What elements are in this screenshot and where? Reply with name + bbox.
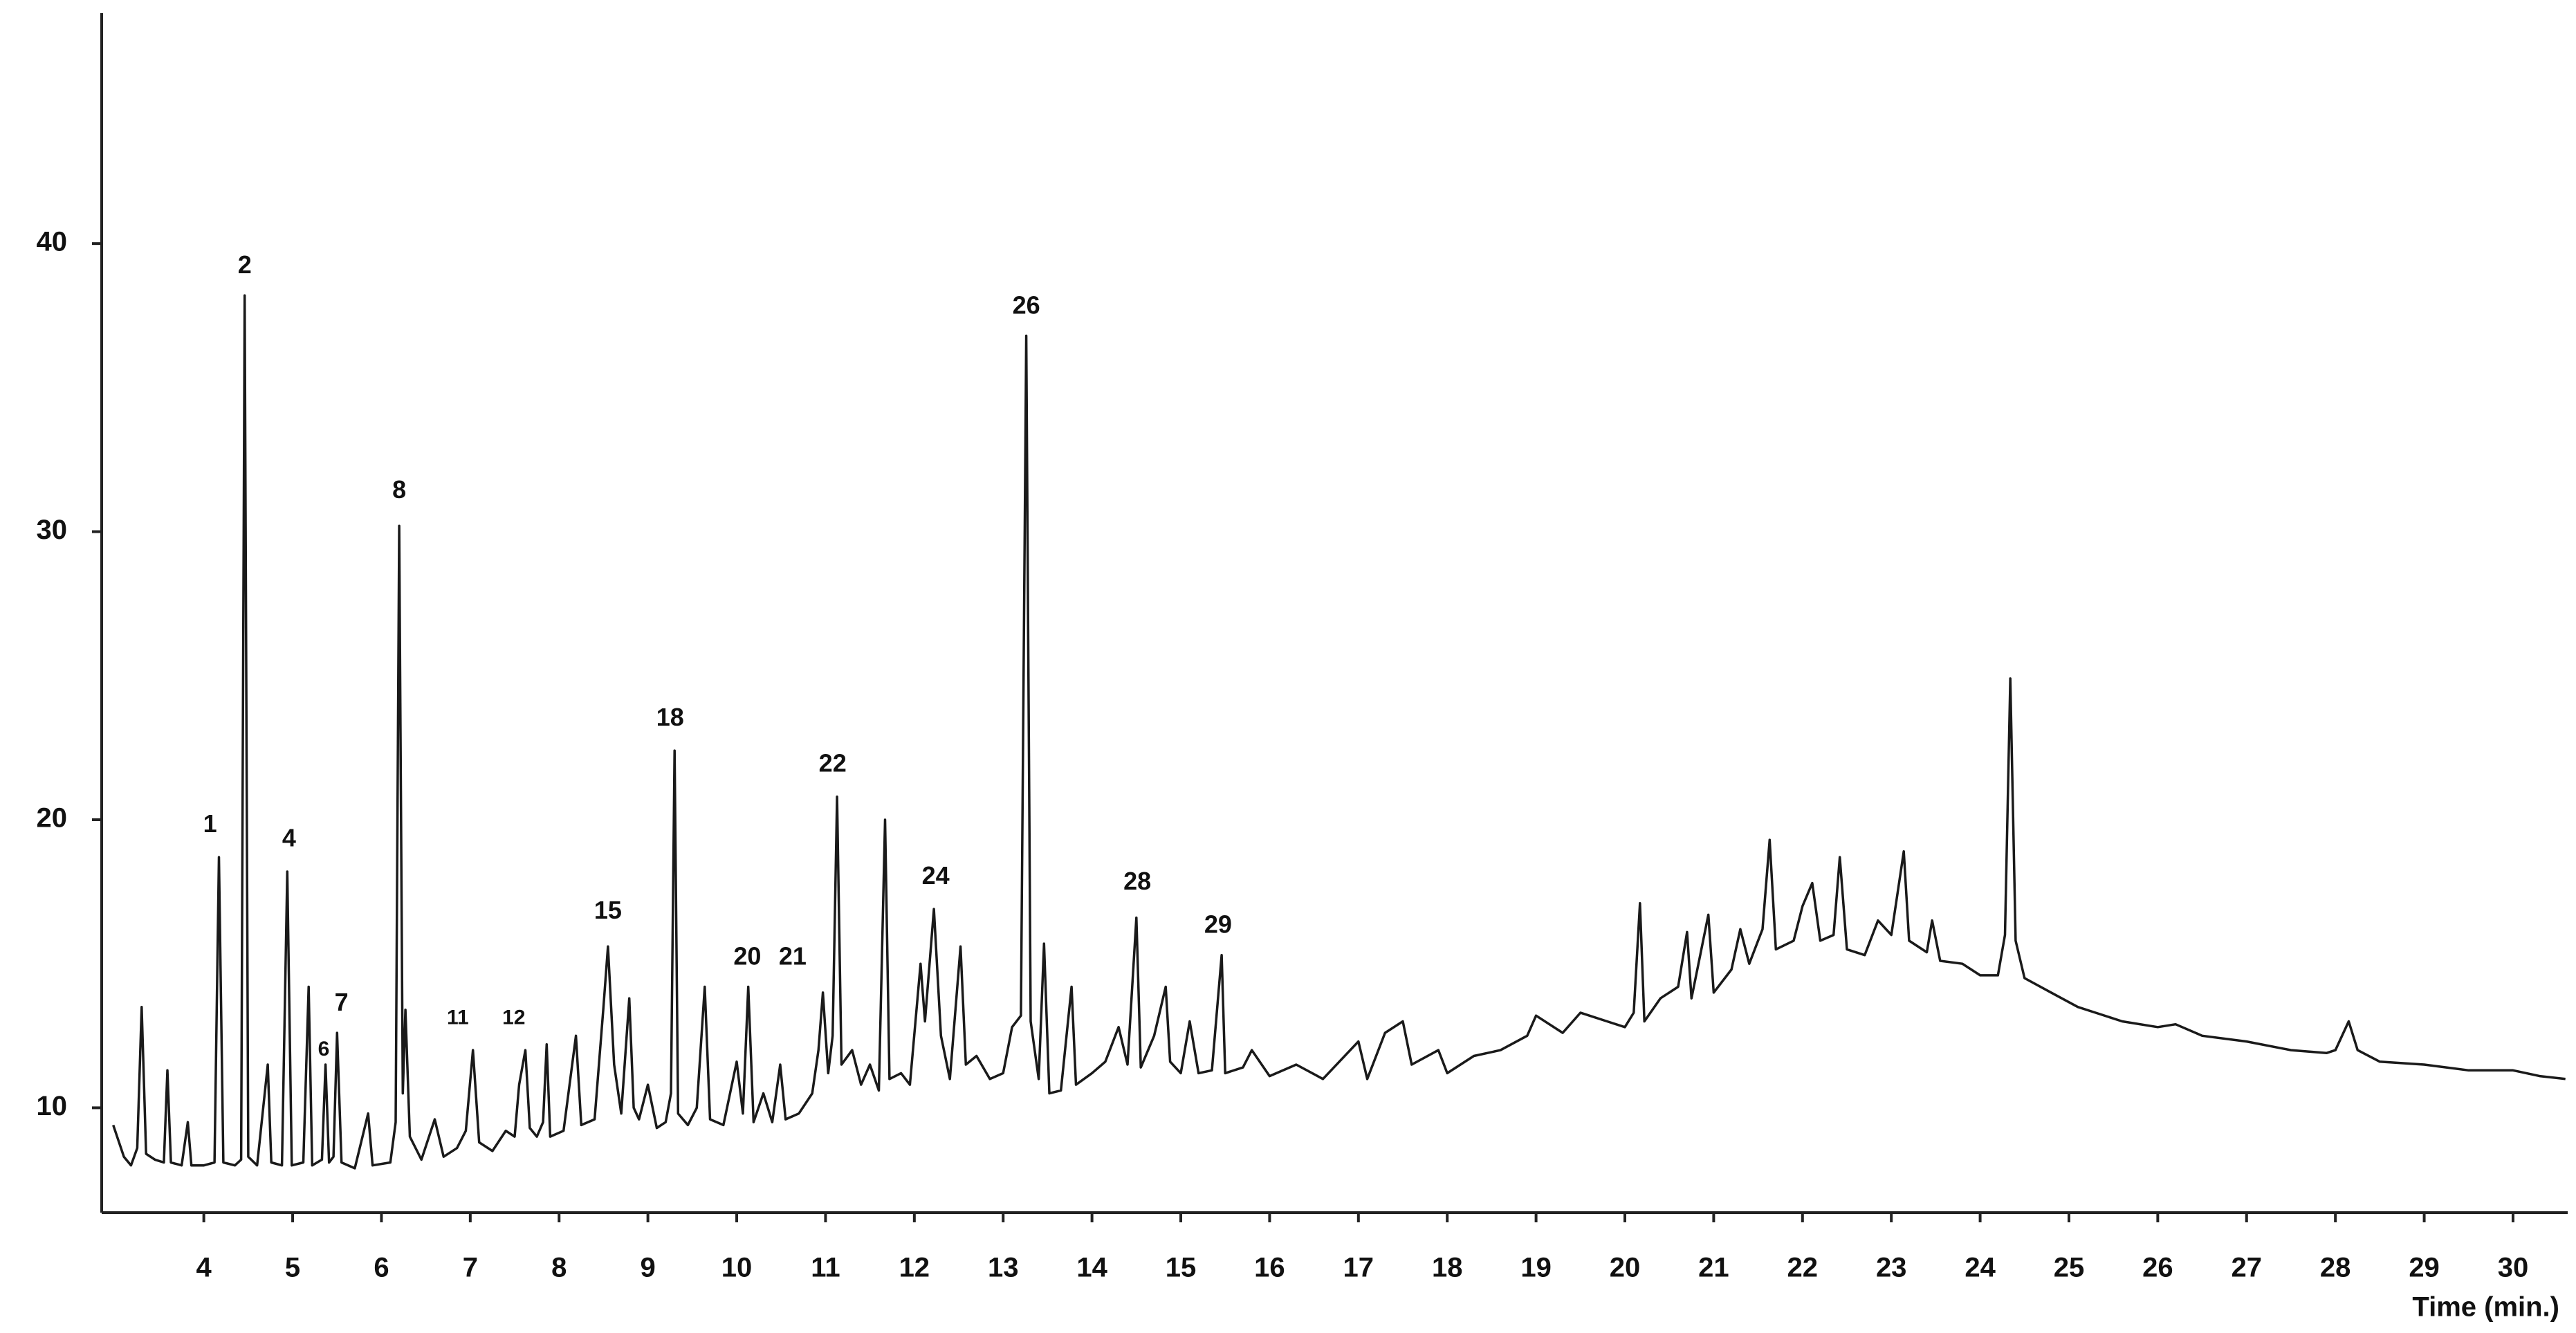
peak-label: 2 bbox=[238, 250, 252, 279]
y-tick-label: 30 bbox=[37, 515, 68, 545]
x-tick-label: 25 bbox=[2054, 1253, 2085, 1283]
x-tick-label: 19 bbox=[1520, 1253, 1552, 1283]
x-tick-label: 12 bbox=[899, 1253, 930, 1283]
x-tick-label: 15 bbox=[1166, 1253, 1197, 1283]
peak-label: 20 bbox=[733, 941, 761, 970]
x-tick-label: 8 bbox=[551, 1253, 567, 1283]
trace bbox=[112, 294, 2566, 1170]
x-tick-label: 27 bbox=[2232, 1253, 2263, 1283]
peak-label: 12 bbox=[502, 1006, 525, 1029]
x-tick-label: 29 bbox=[2409, 1253, 2440, 1283]
x-tick-label: 30 bbox=[2498, 1253, 2529, 1283]
x-tick-label: 9 bbox=[641, 1253, 656, 1283]
x-tick-label: 26 bbox=[2142, 1253, 2173, 1283]
peak-label: 22 bbox=[819, 748, 847, 777]
x-tick-label: 28 bbox=[2320, 1253, 2351, 1283]
x-axis-label: Time (min.) bbox=[2412, 1292, 2559, 1323]
x-tick-label: 21 bbox=[1698, 1253, 1729, 1283]
x-tick-label: 14 bbox=[1076, 1253, 1107, 1283]
y-tick-label: 10 bbox=[37, 1091, 68, 1121]
x-tick-label: 16 bbox=[1254, 1253, 1285, 1283]
peak-label: 15 bbox=[594, 896, 622, 924]
x-tick-label: 23 bbox=[1876, 1253, 1907, 1283]
x-tick-label: 13 bbox=[988, 1253, 1019, 1283]
x-tick-label: 5 bbox=[285, 1253, 300, 1283]
x-tick-label: 6 bbox=[374, 1253, 389, 1283]
x-tick-label: 22 bbox=[1787, 1253, 1819, 1283]
peak-label: 8 bbox=[392, 475, 406, 504]
x-tick-label: 20 bbox=[1610, 1253, 1641, 1283]
x-tick-label: 18 bbox=[1432, 1253, 1463, 1283]
x-tick-label: 4 bbox=[196, 1253, 212, 1283]
y-tick-label: 40 bbox=[37, 227, 68, 257]
y-tick-label: 20 bbox=[37, 803, 68, 834]
peak-label: 28 bbox=[1123, 867, 1151, 895]
x-tick-label: 11 bbox=[811, 1253, 840, 1283]
peak-label: 4 bbox=[282, 824, 296, 852]
peak-label: 1 bbox=[203, 809, 217, 838]
peak-label: 24 bbox=[922, 861, 950, 890]
x-tick-label: 7 bbox=[463, 1253, 478, 1283]
x-tick-label: 17 bbox=[1343, 1253, 1374, 1283]
x-tick-label: 10 bbox=[721, 1253, 753, 1283]
peak-label: 21 bbox=[779, 941, 807, 970]
peak-label: 26 bbox=[1013, 291, 1040, 319]
peak-label: 11 bbox=[447, 1006, 469, 1029]
x-tick-label: 24 bbox=[1965, 1253, 1996, 1283]
peak-label: 29 bbox=[1204, 910, 1232, 939]
peak-label: 18 bbox=[656, 703, 684, 731]
peak-label: 7 bbox=[335, 988, 349, 1016]
peak-label: 6 bbox=[318, 1038, 330, 1060]
